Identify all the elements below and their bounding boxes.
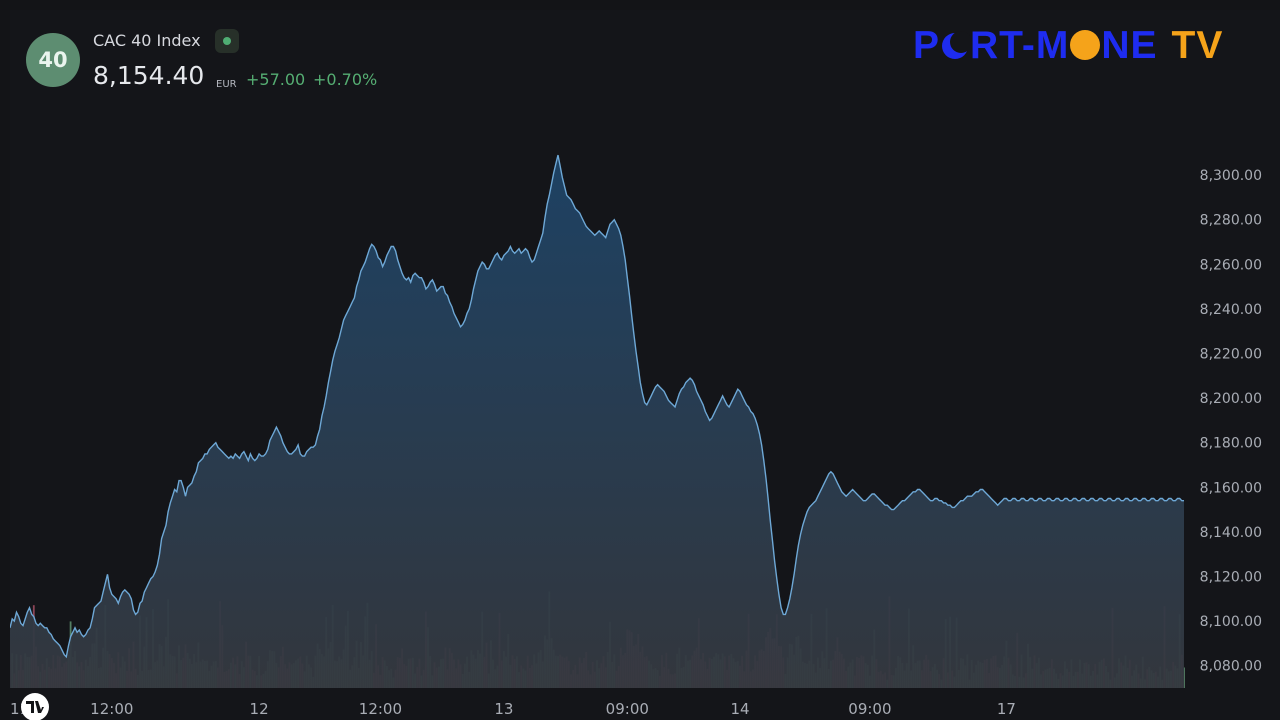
y-tick-label: 8,080.00 [1200, 659, 1262, 675]
y-tick-label: 8,200.00 [1200, 391, 1262, 407]
y-axis: 8,300.00 8,280.00 8,260.00 8,240.00 8,220.00… [1200, 168, 1262, 675]
x-tick-label: 12:00 [90, 700, 133, 718]
x-tick-label: 13 [494, 700, 513, 718]
price-change: +57.00 [246, 70, 306, 89]
price-chart[interactable]: 8,300.00 8,280.00 8,260.00 8,240.00 8,220.00… [10, 10, 1280, 720]
y-tick-label: 8,100.00 [1200, 614, 1262, 630]
moon-o-icon [942, 31, 971, 59]
symbol-name[interactable]: CAC 40 Index [93, 31, 201, 50]
y-tick-label: 8,300.00 [1200, 168, 1262, 184]
y-tick-label: 8,160.00 [1200, 480, 1262, 496]
symbol-badge[interactable]: 40 [26, 33, 80, 87]
x-tick-label: 12:00 [359, 700, 402, 718]
sun-o-icon [1070, 30, 1101, 60]
x-tick-label: 17 [997, 700, 1016, 718]
last-price: 8,154.40 [93, 61, 205, 90]
y-tick-label: 8,180.00 [1200, 436, 1262, 452]
price-line [10, 154, 1184, 659]
y-tick-label: 8,260.00 [1200, 257, 1262, 273]
chart-frame: 8,300.00 8,280.00 8,260.00 8,240.00 8,220.00… [10, 10, 1280, 720]
x-tick-label: 12 [250, 700, 269, 718]
y-tick-label: 8,240.00 [1200, 302, 1262, 318]
y-tick-label: 8,220.00 [1200, 347, 1262, 363]
x-tick-label: 09:00 [606, 700, 649, 718]
market-open-icon[interactable] [215, 29, 239, 53]
price-area [10, 155, 1184, 689]
port-mone-tv-logo: P RT-M NE TV [913, 24, 1224, 67]
x-tick-label: 09:00 [848, 700, 891, 718]
green-dot-icon [223, 37, 231, 45]
price-change-percent: +0.70% [313, 70, 378, 89]
y-tick-label: 8,140.00 [1200, 525, 1262, 541]
x-axis: 11 12:00 12 12:00 13 09:00 14 09:00 17 [10, 700, 1016, 718]
currency-label: EUR [216, 79, 237, 90]
tradingview-logo-icon[interactable] [21, 693, 49, 720]
x-tick-label: 14 [730, 700, 749, 718]
y-tick-label: 8,280.00 [1200, 213, 1262, 229]
y-tick-label: 8,120.00 [1200, 570, 1262, 586]
